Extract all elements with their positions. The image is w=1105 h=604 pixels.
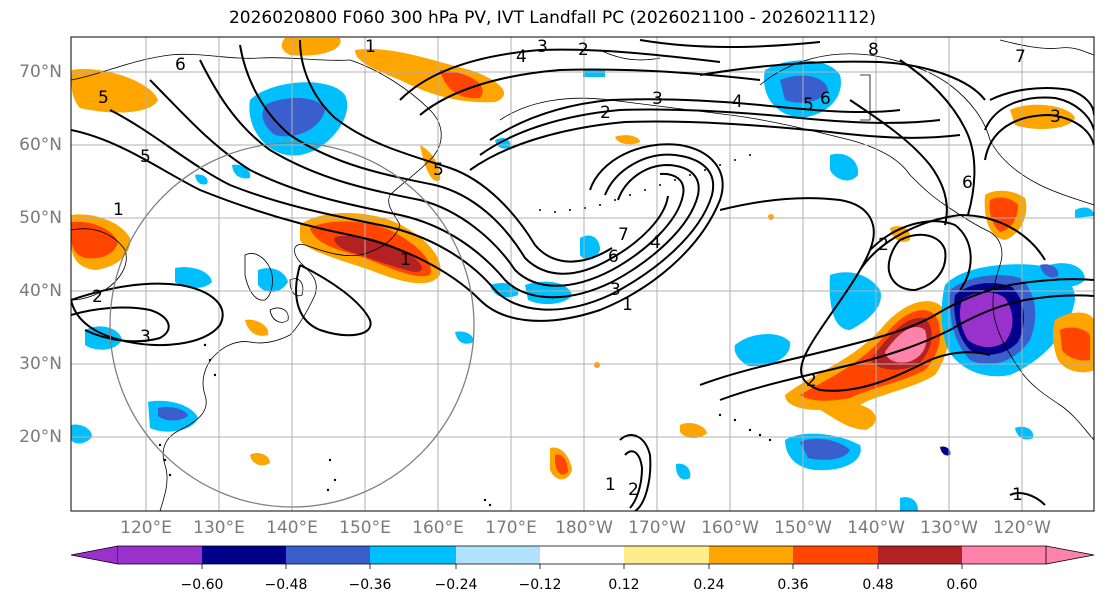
lon-label: 150°E [339, 518, 391, 538]
colorbar-tick-label: 0.60 [946, 577, 978, 593]
contour-label: 1 [400, 250, 411, 270]
lat-label: 20°N [19, 427, 62, 447]
contour-label: 1 [365, 37, 376, 57]
colorbar-tick-label: 0.24 [693, 577, 725, 593]
contour-label: 1 [113, 200, 124, 220]
contour-label: 3 [610, 280, 621, 300]
contour-label: 6 [962, 173, 973, 193]
colorbar-tick-label: 0.48 [862, 577, 894, 593]
lon-label: 170°E [485, 518, 537, 538]
contour-label: 4 [650, 233, 661, 253]
colorbar-tick-label: −0.12 [518, 577, 562, 593]
shade-trough [829, 272, 881, 330]
contour-label: 7 [618, 225, 629, 245]
colorbar-tick-label: 0.12 [608, 577, 640, 593]
map-title: 2026020800 F060 300 hPa PV, IVT Landfall… [228, 8, 876, 28]
shade-orange-west [71, 69, 158, 113]
lon-label: 120°W [993, 518, 1051, 538]
contour-label: 2 [628, 480, 639, 500]
lon-label: 160°W [701, 518, 759, 538]
contour-label: 5 [433, 160, 444, 180]
contour-label: 2 [600, 103, 611, 123]
lon-label: 140°W [847, 518, 905, 538]
lat-label: 60°N [19, 135, 62, 155]
lon-label: 170°W [628, 518, 686, 538]
lon-label: 130°W [920, 518, 978, 538]
contour-label: 2 [806, 371, 817, 391]
shade-orange-ne [1010, 104, 1075, 130]
lat-label: 40°N [19, 281, 62, 301]
contour-label: 1 [605, 475, 616, 495]
colorbar-tick-label: −0.24 [434, 577, 478, 593]
lon-label: 150°W [774, 518, 832, 538]
contour-label: 6 [608, 247, 619, 267]
contour-label: 5 [140, 147, 151, 167]
contour-label: 4 [516, 47, 527, 67]
contour-label: 1 [622, 295, 633, 315]
shade-orange-arctic1 [281, 38, 341, 56]
colorbar-extend-max [1045, 545, 1095, 565]
contour-label: 3 [537, 37, 548, 57]
contour-label: 5 [98, 88, 109, 108]
colorbar [70, 545, 1095, 569]
contour-label: 6 [820, 89, 831, 109]
lon-label: 130°E [193, 518, 245, 538]
lon-label: 180°W [555, 518, 613, 538]
contour-label: 4 [732, 92, 743, 112]
colorbar-tick-label: −0.60 [180, 577, 224, 593]
contour-label: 6 [175, 55, 186, 75]
distance-circle [109, 142, 475, 508]
contour-label: 5 [803, 95, 814, 115]
gridlines [71, 37, 1094, 511]
plot-frame [70, 36, 1095, 512]
lat-label: 70°N [19, 62, 62, 82]
contour-label: 2 [878, 235, 889, 255]
contour-label: 3 [1050, 107, 1061, 127]
islands [158, 154, 772, 507]
contour-label: 7 [1015, 47, 1026, 67]
lon-label: 140°E [266, 518, 318, 538]
contour-label: 3 [652, 89, 663, 109]
contour-label: 3 [140, 327, 151, 347]
contour-labels: 6 5 5 1 2 3 1 5 4 3 2 2 3 4 5 6 8 7 3 6 … [92, 37, 1061, 505]
colorbar-tick-label: 0.36 [777, 577, 809, 593]
contour-label: 1 [1012, 485, 1023, 505]
lat-label: 50°N [19, 208, 62, 228]
pv-shading [71, 38, 1094, 511]
contour-label: 2 [578, 40, 589, 60]
contour-label: 2 [92, 287, 103, 307]
lon-label: 160°E [412, 518, 464, 538]
pv-contours [71, 39, 1094, 511]
colorbar-tick-label: −0.48 [264, 577, 308, 593]
contour-label: 8 [868, 40, 879, 60]
lon-label: 120°E [120, 518, 172, 538]
lat-label: 30°N [19, 354, 62, 374]
colorbar-tick-label: −0.36 [348, 577, 392, 593]
colorbar-extend-min [70, 545, 119, 565]
